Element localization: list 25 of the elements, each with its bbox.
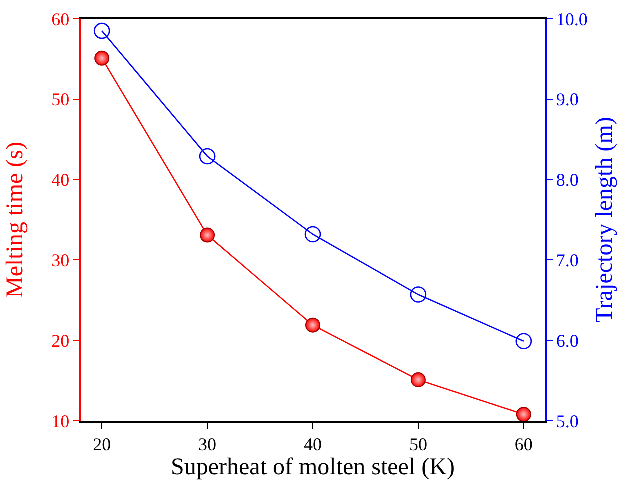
y2-tick-label: 7.0 (556, 250, 579, 270)
y-tick-label: 50 (52, 90, 70, 110)
point (410, 286, 427, 303)
y2-tick-label: 6.0 (556, 330, 579, 351)
x-tick-label: 20 (93, 434, 112, 454)
y-tick-label: 10 (52, 411, 70, 432)
y-axis-title: Melting time (s) (2, 142, 28, 298)
y-tick-label: 40 (52, 170, 70, 190)
x-tick-label: 50 (409, 434, 428, 454)
point (516, 333, 532, 350)
point (94, 22, 110, 40)
y2-tick-label: 5.0 (556, 411, 579, 432)
y-tick-label: 60 (52, 9, 70, 30)
y2-tick-label: 8.0 (556, 170, 579, 190)
point (304, 226, 322, 243)
y-tick-label: 20 (52, 330, 70, 351)
point (199, 148, 216, 165)
x-axis-title: Superheat of molten steel (K) (171, 454, 455, 480)
x-tick-label: 30 (198, 434, 217, 454)
y2-tick-label: 10.0 (556, 9, 588, 30)
y2-tick-label: 9.0 (556, 90, 579, 110)
x-tick-label: 60 (514, 434, 533, 454)
x-tick-label: 40 (304, 434, 322, 454)
y2-axis-title: Trajectory length (m) (592, 117, 618, 323)
y-tick-label: 30 (52, 250, 70, 270)
